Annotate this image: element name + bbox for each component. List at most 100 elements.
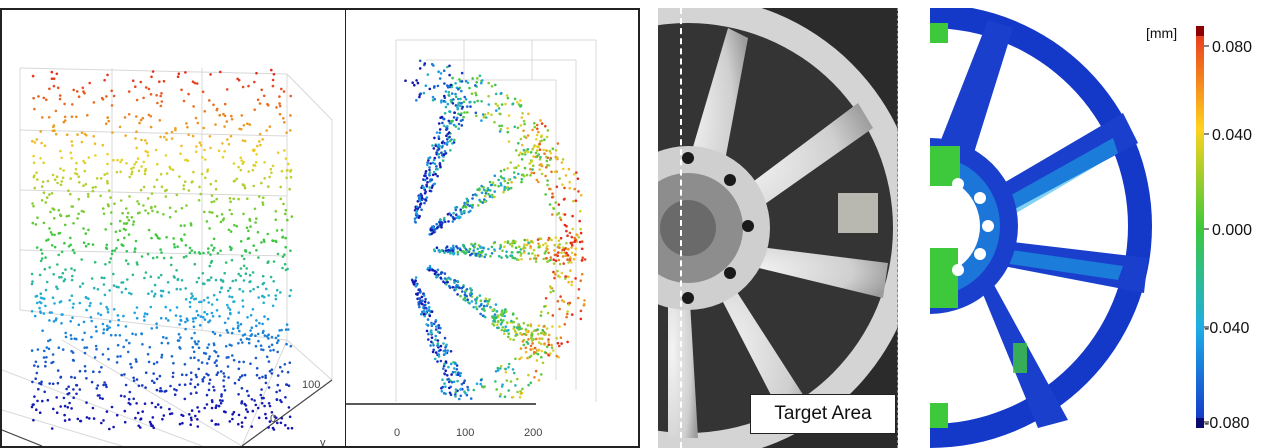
cloud-point: [34, 360, 38, 364]
cloud-point: [525, 330, 528, 333]
cloud-point: [538, 337, 541, 340]
cloud-point: [232, 180, 236, 183]
cloud-point: [259, 344, 263, 348]
cloud-point: [263, 334, 267, 337]
cloud-point: [452, 123, 456, 127]
cloud-point: [192, 105, 195, 108]
cloud-point: [50, 192, 54, 195]
cloud-point: [254, 334, 257, 338]
cloud-point: [430, 228, 434, 232]
cloud-point: [161, 417, 164, 421]
cloud-point: [231, 354, 234, 357]
cloud-point: [268, 345, 271, 349]
cloud-point: [97, 312, 100, 315]
cloud-point: [89, 301, 92, 305]
scatter-3d-panel[interactable]: 100 0 y: [0, 8, 346, 448]
cloud-point: [482, 385, 485, 389]
cloud-point: [112, 158, 115, 162]
cloud-point: [459, 208, 462, 211]
cloud-point: [48, 266, 51, 269]
cloud-point: [35, 408, 38, 412]
cloud-point: [52, 77, 56, 80]
cloud-point: [239, 240, 243, 243]
cloud-point: [65, 215, 69, 218]
cloud-point: [499, 318, 503, 322]
cloud-point: [267, 386, 271, 389]
cloud-point: [203, 310, 206, 314]
cloud-point: [253, 80, 256, 84]
cloud-point: [473, 242, 477, 246]
cloud-point: [284, 208, 288, 212]
cloud-point: [136, 200, 139, 203]
cloud-point: [153, 205, 157, 208]
cloud-point: [62, 169, 65, 172]
cloud-point: [162, 414, 166, 417]
cloud-point: [223, 102, 227, 106]
cloud-point: [261, 282, 265, 286]
cloud-point: [214, 422, 218, 426]
cloud-point: [260, 401, 264, 405]
cloud-point: [526, 356, 529, 360]
cloud-point: [503, 185, 506, 189]
cloud-point: [233, 223, 236, 227]
cloud-point: [199, 315, 203, 318]
cloud-point: [240, 114, 244, 117]
cloud-point: [196, 313, 200, 317]
cloud-point: [249, 334, 252, 338]
cloud-point: [41, 180, 45, 184]
cloud-point: [153, 283, 157, 287]
cloud-point: [236, 326, 240, 330]
cloud-point: [227, 289, 230, 293]
cloud-point: [125, 339, 128, 342]
cloud-point: [430, 178, 434, 181]
tick-label-100: 100: [302, 379, 320, 391]
cloud-point: [165, 336, 168, 340]
cloud-point: [147, 292, 150, 296]
cloud-point: [573, 236, 576, 240]
cloud-point: [244, 272, 248, 276]
cloud-point: [419, 202, 423, 205]
cloud-point: [287, 162, 290, 166]
cloud-point: [257, 416, 261, 420]
cloud-point: [285, 383, 288, 386]
cloud-point: [504, 367, 508, 371]
cloud-point: [171, 168, 175, 172]
cloud-point: [56, 181, 59, 185]
cloud-point: [440, 271, 443, 274]
cloud-point: [69, 177, 72, 180]
cloud-point: [31, 380, 34, 384]
deviation-map-panel[interactable]: [mm] 0.080 0.040 0.000 -0.040 -0.080: [918, 8, 1280, 448]
cloud-point: [255, 319, 258, 322]
cloud-point: [448, 64, 451, 68]
cloud-point: [566, 310, 569, 313]
cloud-point: [102, 328, 106, 331]
cloud-point: [213, 349, 216, 353]
cloud-point: [40, 380, 43, 384]
cloud-point: [139, 188, 143, 192]
cloud-point: [415, 212, 418, 215]
colorbar-tick-0080: 0.080: [1212, 39, 1252, 56]
cloud-point: [418, 59, 422, 63]
cloud-point: [240, 159, 243, 162]
cloud-point: [280, 228, 284, 232]
cloud-point: [443, 382, 446, 385]
cloud-point: [432, 147, 436, 150]
cloud-point: [110, 252, 114, 256]
cloud-point: [119, 355, 122, 358]
cloud-point: [68, 299, 71, 302]
cloud-point: [527, 373, 530, 377]
cloud-point: [436, 344, 439, 347]
cloud-point: [33, 141, 37, 144]
cloud-point: [227, 376, 230, 379]
cloud-point: [48, 338, 52, 342]
cloud-point: [120, 281, 123, 284]
cloud-point: [455, 205, 459, 209]
cloud-point: [436, 226, 439, 229]
cloud-point: [131, 223, 135, 226]
scatter-front-panel[interactable]: 0 100 200: [345, 8, 640, 448]
cloud-point: [474, 302, 478, 305]
cloud-point: [565, 315, 568, 319]
cloud-point: [249, 289, 252, 293]
cloud-point: [538, 168, 541, 171]
cloud-point: [524, 350, 528, 354]
